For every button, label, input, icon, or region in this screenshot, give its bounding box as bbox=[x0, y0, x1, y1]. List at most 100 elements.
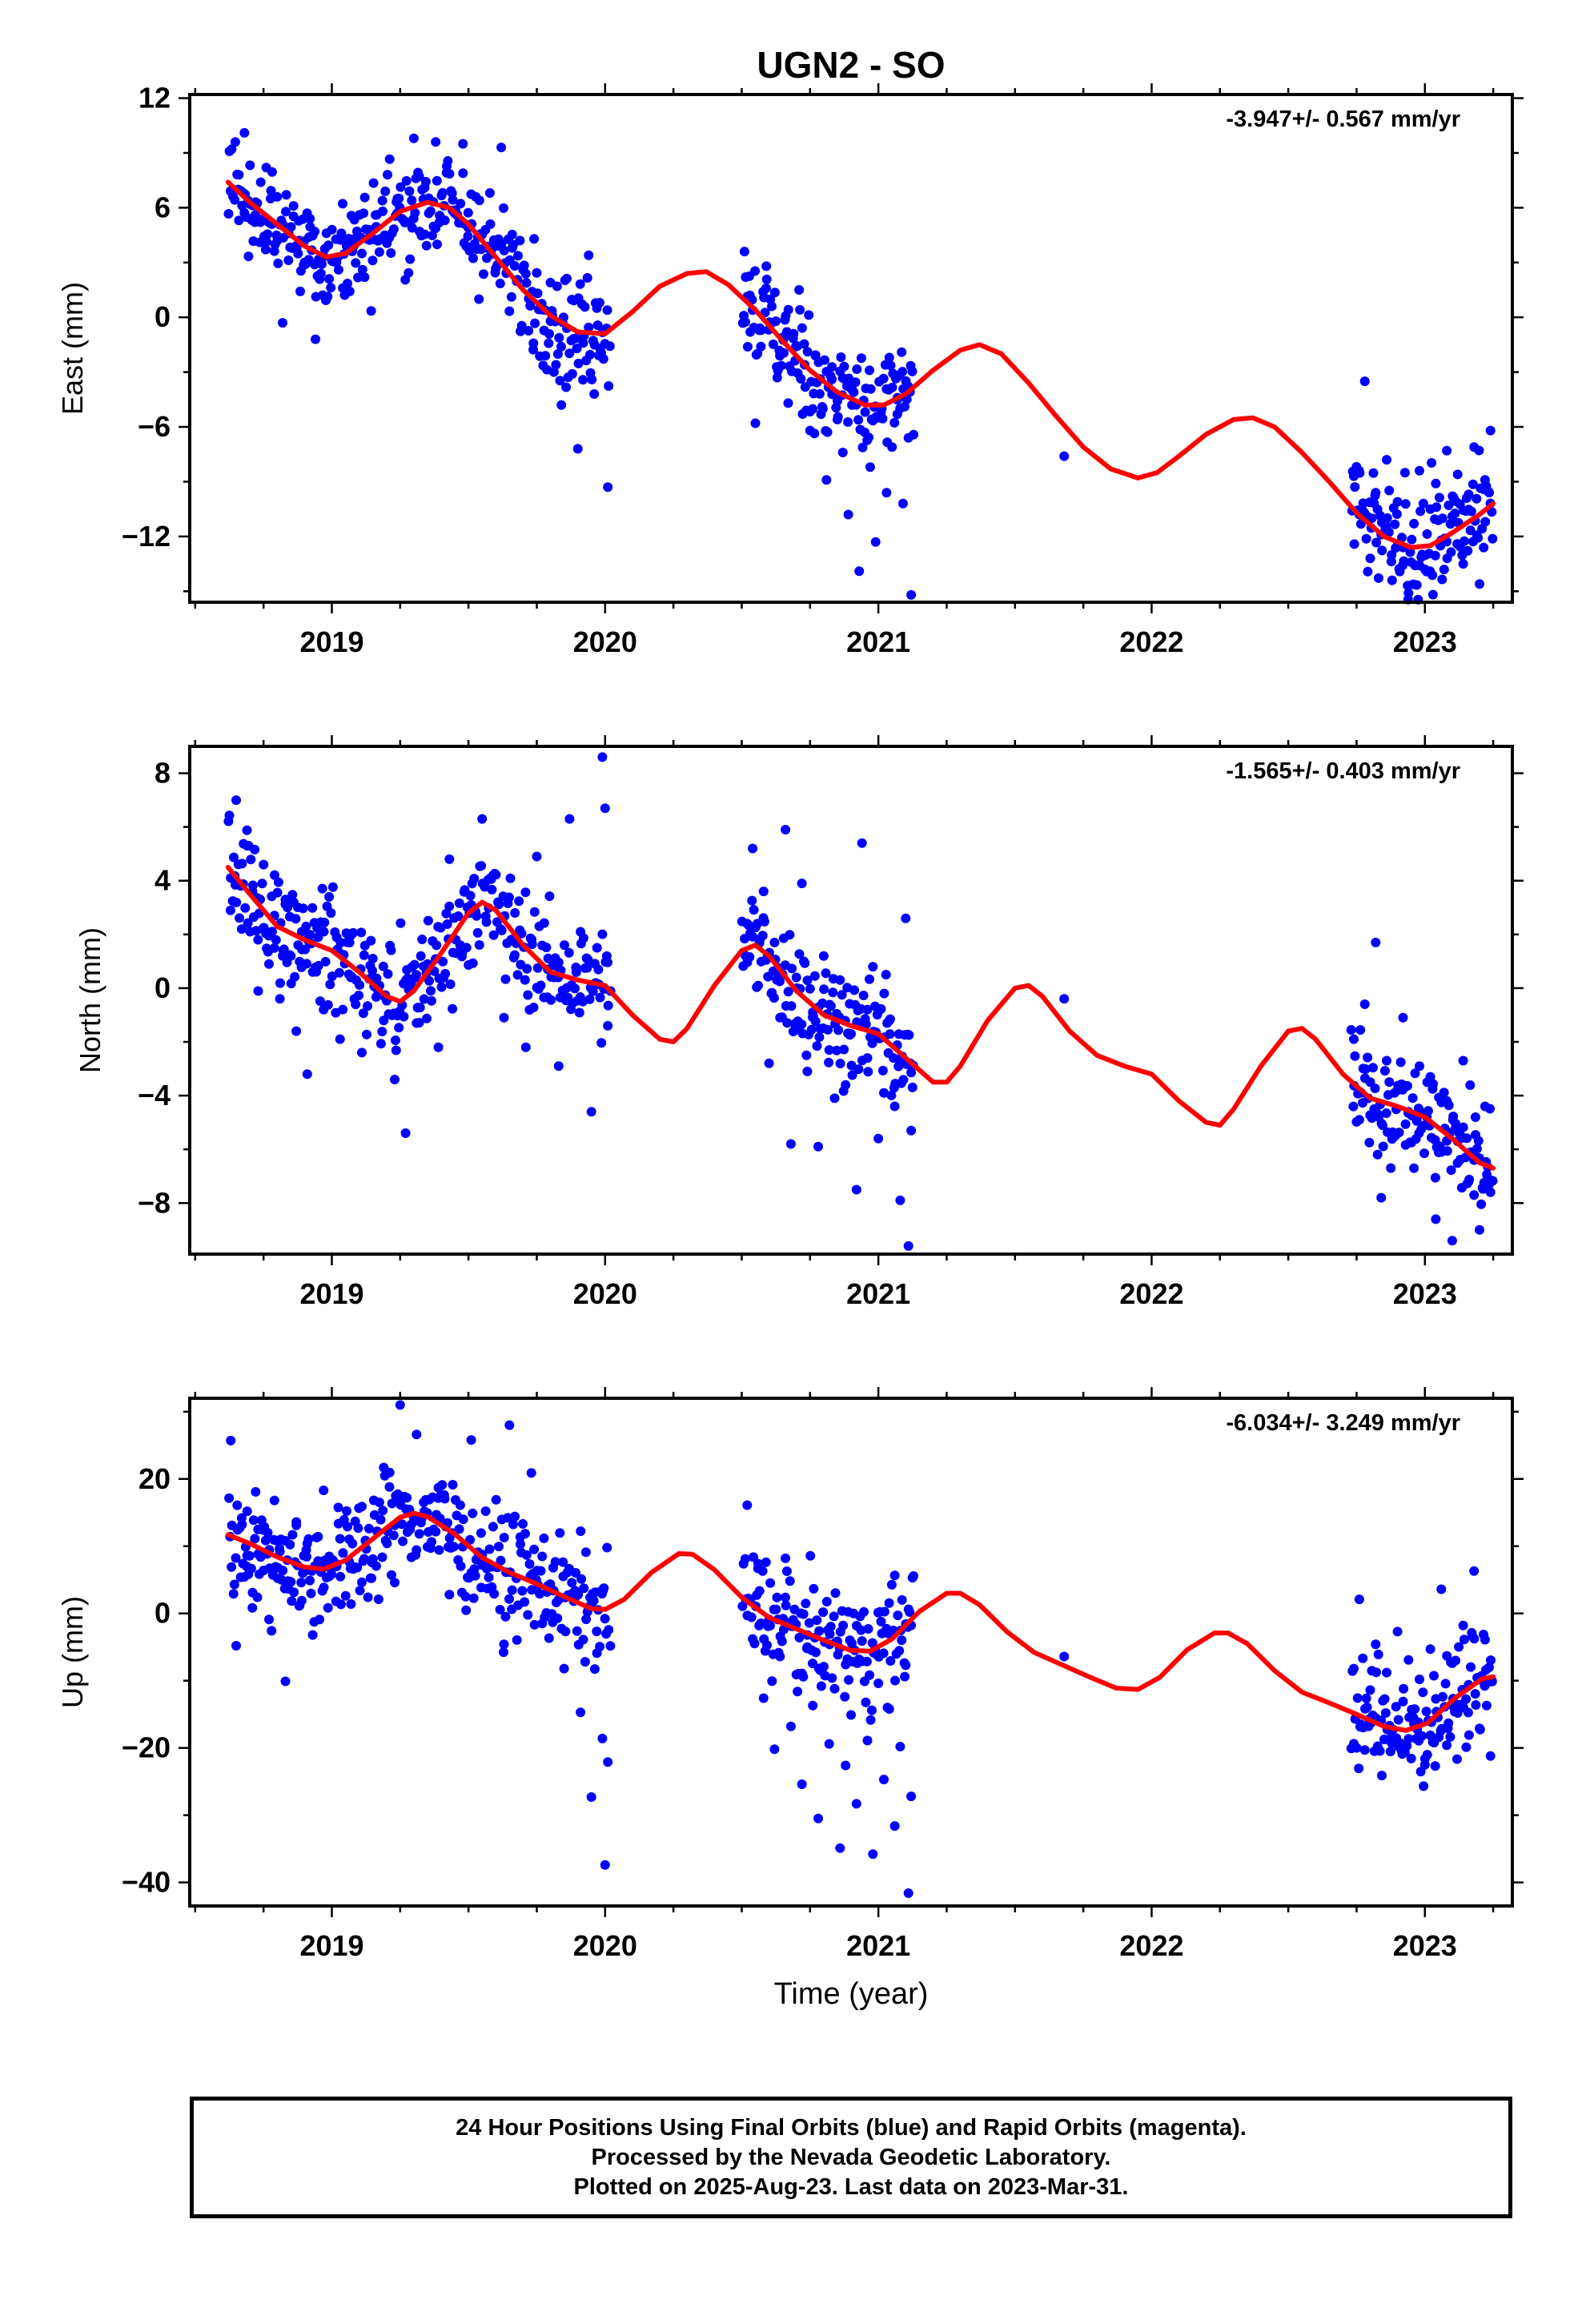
panel-east-observation-point bbox=[468, 253, 478, 263]
panel-up-observation-point bbox=[346, 1599, 356, 1609]
panel-east-observation-point bbox=[814, 388, 825, 399]
panel-north-observation-point bbox=[455, 940, 465, 951]
panel-up-observation-point bbox=[835, 1843, 845, 1853]
panel-up-observation-point bbox=[1417, 1731, 1427, 1741]
panel-up-observation-point bbox=[586, 1792, 596, 1802]
panel-east-observation-point bbox=[1384, 485, 1395, 496]
panel-east-observation-point bbox=[310, 227, 320, 237]
panel-north-observation-point bbox=[1402, 1081, 1412, 1091]
panel-up-observation-point bbox=[379, 1462, 389, 1473]
panel-east-observation-point bbox=[227, 144, 237, 155]
panel-east-observation-point bbox=[1415, 506, 1426, 517]
panel-north-observation-point bbox=[487, 884, 497, 895]
panel-east-observation-point bbox=[889, 417, 900, 428]
panel-east-observation-point bbox=[230, 195, 240, 205]
panel-east-observation-point bbox=[1400, 499, 1411, 509]
panel-north-observation-point bbox=[327, 971, 337, 982]
panel-east-observation-point bbox=[906, 589, 917, 600]
panel-north-observation-point bbox=[885, 1029, 895, 1039]
panel-north-observation-point bbox=[862, 1053, 873, 1063]
panel-north-observation-point bbox=[390, 1075, 400, 1084]
panel-north-observation-point bbox=[832, 1045, 842, 1055]
panel-north-observation-point bbox=[849, 985, 860, 995]
panel-east-observation-point bbox=[272, 191, 283, 202]
panel-up-observation-point bbox=[246, 1563, 256, 1574]
panel-north-observation-point bbox=[858, 991, 869, 1000]
panel-north-observation-point bbox=[862, 1004, 873, 1015]
panel-north-observation-point bbox=[224, 810, 235, 821]
panel-up-observation-point bbox=[570, 1586, 580, 1596]
panel-north-observation-point bbox=[399, 1011, 409, 1022]
panel-east-observation-point bbox=[380, 186, 391, 196]
panel-up-observation-point bbox=[226, 1435, 236, 1445]
panel-east-observation-point bbox=[386, 248, 396, 258]
panel-east-observation-point bbox=[794, 285, 805, 295]
panel-up-observation-point bbox=[496, 1555, 506, 1566]
panel-north-observation-point bbox=[522, 963, 532, 974]
panel-east-observation-point bbox=[234, 170, 244, 180]
panel-north-observation-point bbox=[286, 951, 296, 961]
panel-north-observation-point bbox=[344, 938, 355, 947]
panel-up-observation-point bbox=[347, 1538, 358, 1549]
panel-east-observation-point bbox=[1367, 513, 1377, 524]
panel-up-observation-point bbox=[423, 1542, 432, 1552]
panel-east-observation-point bbox=[295, 286, 305, 296]
panel-north-observation-point bbox=[488, 930, 499, 940]
panel-east-observation-point bbox=[822, 427, 833, 437]
panel-east-observation-point bbox=[860, 427, 870, 437]
panel-up-observation-point bbox=[544, 1633, 554, 1643]
panel-east-observation-point bbox=[796, 374, 806, 384]
panel-east-observation-point bbox=[1365, 553, 1375, 564]
chart-title: UGN2 - SO bbox=[757, 44, 945, 86]
panel-north-observation-point bbox=[243, 918, 253, 928]
panel-up-observation-point bbox=[1485, 1751, 1496, 1761]
panel-east-model-fit-line bbox=[225, 179, 1496, 550]
panel-up-observation-point bbox=[829, 1611, 839, 1622]
panel-north-observation-point bbox=[824, 1045, 834, 1055]
panel-east-observation-point bbox=[366, 306, 376, 316]
panel-up-observation-point bbox=[844, 1675, 854, 1685]
panel-north-observation-point bbox=[1346, 1025, 1356, 1035]
panel-up-ytick-label: −40 bbox=[122, 1866, 171, 1899]
panel-up-observation-point bbox=[862, 1735, 873, 1746]
panel-east-observation-point bbox=[243, 251, 254, 262]
panel-east-observation-point bbox=[907, 366, 917, 376]
panel-east-observation-point bbox=[1059, 451, 1070, 461]
panel-east-observation-point bbox=[1460, 536, 1469, 546]
panel-north-observation-point bbox=[1059, 994, 1070, 1004]
panel-east-observation-point bbox=[357, 248, 367, 259]
panel-up-observation-point bbox=[1391, 1702, 1401, 1712]
panel-east-observation-point bbox=[854, 566, 865, 577]
panel-up-observation-point bbox=[504, 1594, 514, 1604]
panel-up-observation-point bbox=[767, 1676, 777, 1687]
panel-up-observation-point bbox=[357, 1577, 367, 1587]
panel-up-observation-point bbox=[811, 1647, 821, 1658]
panel-up-observation-point bbox=[840, 1691, 850, 1702]
panel-east-observation-point bbox=[250, 210, 260, 220]
panel-up-observation-point bbox=[1371, 1667, 1381, 1678]
panel-up-observation-point bbox=[269, 1495, 279, 1506]
panel-north-observation-point bbox=[1392, 1085, 1403, 1096]
panel-north-observation-point bbox=[1355, 1025, 1366, 1035]
panel-east-observation-point bbox=[897, 498, 908, 509]
panel-east-observation-point bbox=[1447, 511, 1457, 521]
panel-east-ytick-label: −12 bbox=[122, 520, 171, 553]
panel-north-observation-point bbox=[481, 917, 492, 927]
panel-east-observation-point bbox=[1350, 482, 1360, 493]
panel-north-observation-point bbox=[505, 873, 516, 883]
panel-north-observation-point bbox=[835, 1059, 845, 1068]
panel-up-observation-point bbox=[581, 1614, 592, 1624]
panel-up-observation-point bbox=[1359, 1745, 1370, 1755]
panel-east-observation-point bbox=[1425, 504, 1435, 514]
panel-north-observation-point bbox=[564, 947, 574, 958]
panel-north-observation-point bbox=[412, 1018, 422, 1028]
panel-up-observation-point bbox=[1398, 1696, 1408, 1707]
panel-north-observation-point bbox=[319, 917, 330, 927]
panel-north-observation-point bbox=[868, 962, 878, 972]
panel-east-observation-point bbox=[897, 367, 908, 377]
panel-north-observation-point bbox=[879, 1088, 889, 1098]
panel-up-observation-point bbox=[480, 1506, 491, 1516]
panel-east-observation-point bbox=[552, 349, 563, 360]
panel-up-observation-point bbox=[335, 1571, 346, 1582]
panel-east-observation-point bbox=[351, 258, 361, 268]
